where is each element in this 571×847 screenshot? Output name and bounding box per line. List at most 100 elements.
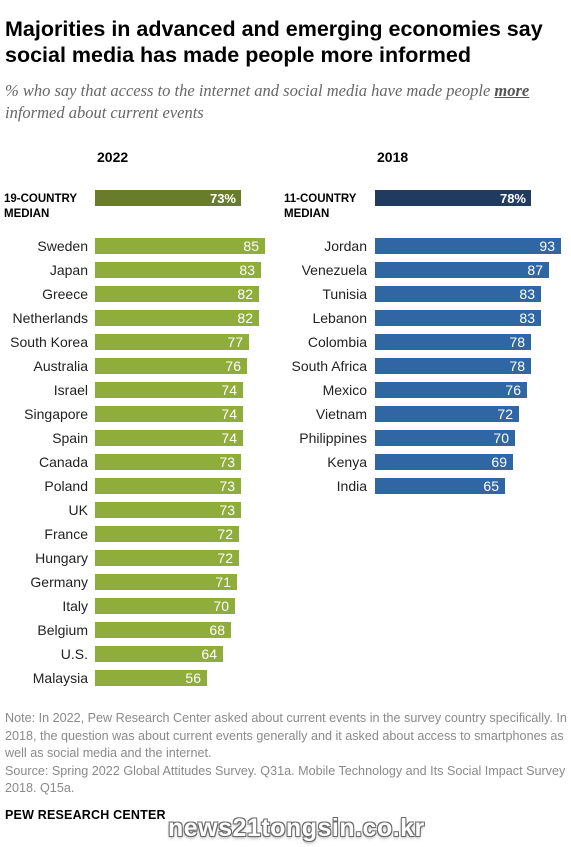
median-label-2022: 19-COUNTRY [4,193,77,205]
category-label: Jordan [324,238,367,254]
bar [95,430,243,446]
bar [95,670,207,686]
bar [95,574,237,590]
category-label: Netherlands [13,310,89,326]
bar [375,358,531,374]
bar [95,286,259,302]
bar-value-label: 72 [497,406,513,422]
category-label: Singapore [24,406,88,422]
category-label: Hungary [35,550,88,566]
bar [95,646,223,662]
category-label: Mexico [323,382,368,398]
category-label: Greece [42,286,88,302]
bar [375,334,531,350]
panel-title-2018: 2018 [377,149,408,165]
bar [95,598,235,614]
category-label: Japan [50,262,88,278]
bar [95,310,259,326]
bar [95,454,241,470]
bar-value-label: 70 [493,430,509,446]
median-value-label-2022: 73% [210,191,236,206]
bar-value-label: 83 [519,310,535,326]
bar-value-label: 74 [221,406,237,422]
category-label: Lebanon [312,310,367,326]
bar-value-label: 76 [505,382,521,398]
bar [375,430,515,446]
category-label: Venezuela [302,262,368,278]
panel-title-2022: 2022 [97,149,128,165]
category-label: Belgium [37,622,88,638]
bar [95,262,261,278]
watermark: news21tongsin.co.kr [168,814,425,842]
bar [375,238,561,254]
subtitle-text-start: % who say that access to the internet an… [5,81,495,100]
bar-value-label: 85 [243,238,259,254]
bar [95,502,241,518]
chart-title: Majorities in advanced and emerging econ… [5,17,543,67]
subtitle-emphasis: more [494,81,530,100]
category-label: Colombia [308,334,367,350]
category-label: Philippines [299,430,367,446]
bar-value-label: 72 [217,526,233,542]
note-text: Note: In 2022, Pew Research Center asked… [5,711,567,760]
bar [95,238,265,254]
category-label: Australia [34,358,89,374]
bar [95,526,239,542]
category-label: France [44,526,88,542]
bar-value-label: 68 [209,622,225,638]
bar-value-label: 78 [509,358,525,374]
bar [375,478,505,494]
category-label: Spain [52,430,88,446]
category-label: Sweden [37,238,88,254]
category-label: India [337,478,368,494]
category-label: Poland [44,478,88,494]
bar-value-label: 76 [225,358,241,374]
category-label: South Korea [10,334,88,350]
bar [95,478,241,494]
category-label: Malaysia [33,670,88,686]
brand-logo-text: PEW RESEARCH CENTER [5,808,166,822]
bar-value-label: 73 [219,478,235,494]
bar-value-label: 87 [527,262,543,278]
bar [375,262,549,278]
median-bar-2022 [95,190,241,206]
category-label: Vietnam [316,406,367,422]
bar [375,454,513,470]
median-label-2018: MEDIAN [284,208,329,220]
category-label: South Africa [292,358,368,374]
subtitle-text-end: informed about current events [5,103,204,122]
bar [95,622,231,638]
bar [375,382,527,398]
category-label: Canada [39,454,88,470]
category-label: Israel [54,382,88,398]
bar-value-label: 77 [227,334,243,350]
bar-value-label: 65 [483,478,499,494]
source-text: Source: Spring 2022 Global Attitudes Sur… [5,763,566,796]
bar [95,550,239,566]
bar-value-label: 56 [185,670,201,686]
category-label: Kenya [327,454,367,470]
bar-value-label: 82 [237,310,253,326]
chart-subtitle: % who say that access to the internet an… [5,80,565,124]
bar-value-label: 74 [221,382,237,398]
bar-value-label: 93 [539,238,555,254]
bar [95,406,243,422]
category-label: Germany [30,574,88,590]
median-bar-2018 [375,190,531,206]
bar-value-label: 83 [519,286,535,302]
bar-value-label: 73 [219,454,235,470]
bar [375,406,519,422]
median-value-label-2018: 78% [500,191,526,206]
category-label: U.S. [61,646,88,662]
category-label: UK [69,502,89,518]
bar-value-label: 70 [213,598,229,614]
bar [95,358,247,374]
bar [375,286,541,302]
bar-value-label: 82 [237,286,253,302]
bar-value-label: 78 [509,334,525,350]
bar [375,310,541,326]
bar-value-label: 74 [221,430,237,446]
median-label-2022: MEDIAN [4,208,49,220]
bar-value-label: 73 [219,502,235,518]
median-label-2018: 11-COUNTRY [284,193,357,205]
